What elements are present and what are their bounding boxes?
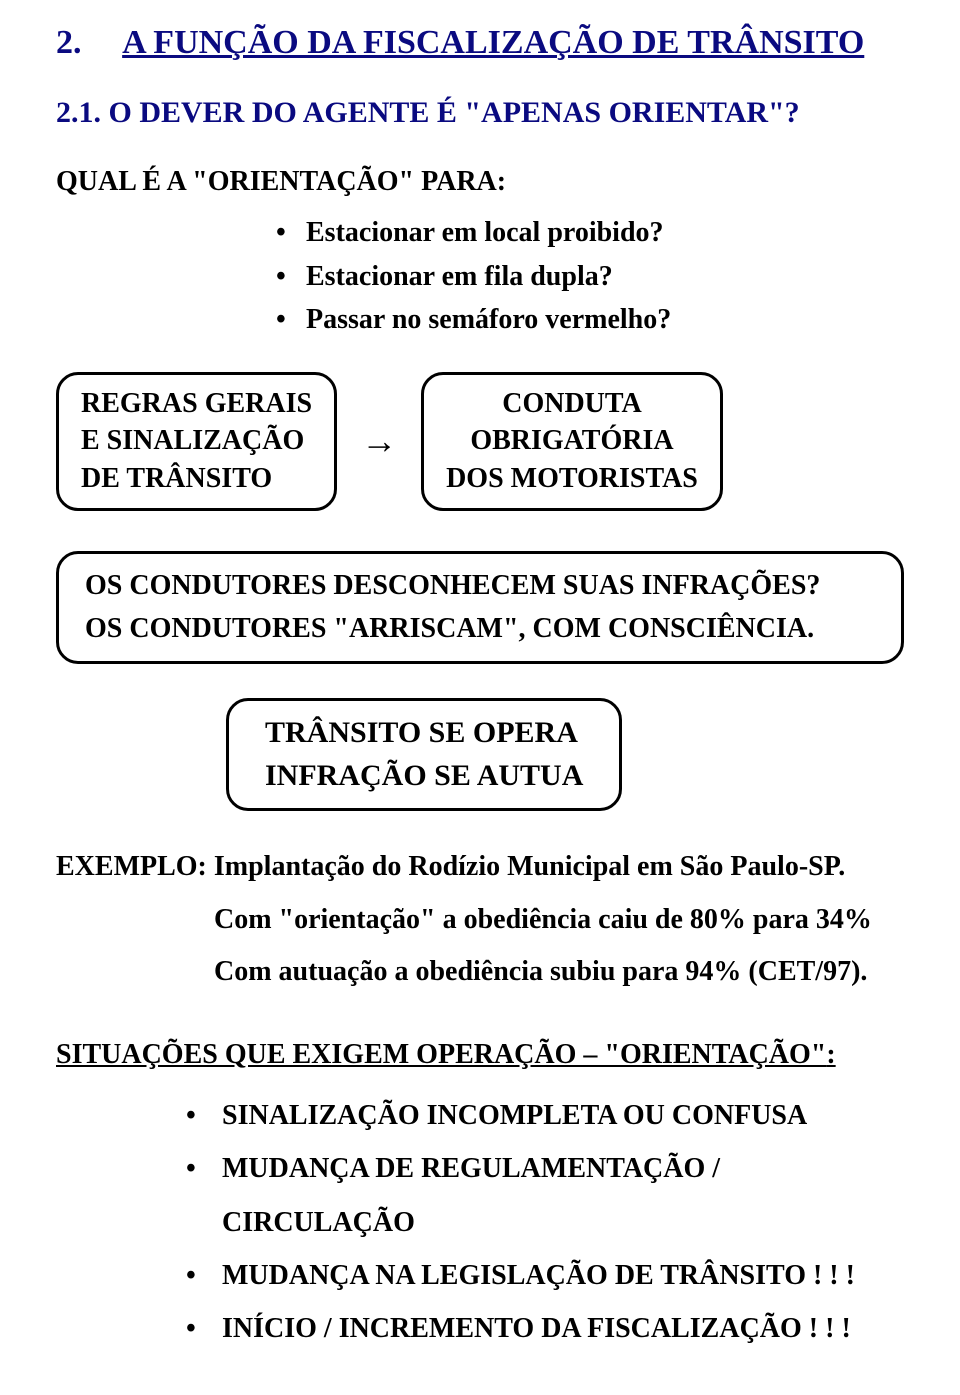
situations-heading: SITUAÇÕES QUE EXIGEM OPERAÇÃO – "ORIENTA…: [56, 1039, 904, 1071]
question-bullets: Estacionar em local proibido? Estacionar…: [56, 211, 904, 341]
arrow-icon: →: [361, 420, 397, 462]
section-number: 2.: [56, 24, 82, 61]
situations-heading-text: SITUAÇÕES QUE EXIGEM OPERAÇÃO – "ORIENTA…: [56, 1039, 826, 1070]
situations-heading-tail: :: [826, 1039, 835, 1070]
list-item: INÍCIO / INCREMENTO DA FISCALIZAÇÃO ! ! …: [186, 1302, 904, 1355]
example-line: Com autuação a obediência subiu para 94%…: [56, 950, 904, 995]
situations-bullets: SINALIZAÇÃO INCOMPLETA OU CONFUSA MUDANÇ…: [56, 1089, 904, 1355]
list-item: MUDANÇA DE REGULAMENTAÇÃO / CIRCULAÇÃO: [186, 1142, 904, 1248]
example-line: EXEMPLO: Implantação do Rodízio Municipa…: [56, 845, 904, 890]
mid-box-line: TRÂNSITO SE OPERA: [265, 711, 583, 755]
wide-box-line: OS CONDUTORES "ARRISCAM", COM CONSCIÊNCI…: [85, 607, 875, 650]
subsection-heading: 2.1. O DEVER DO AGENTE É "APENAS ORIENTA…: [56, 96, 904, 130]
section-title: A FUNÇÃO DA FISCALIZAÇÃO DE TRÂNSITO: [122, 24, 864, 61]
wide-box: OS CONDUTORES DESCONHECEM SUAS INFRAÇÕES…: [56, 551, 904, 664]
flow-row: REGRAS GERAISE SINALIZAÇÃODE TRÂNSITO → …: [56, 372, 904, 511]
example-line: Com "orientação" a obediência caiu de 80…: [56, 898, 904, 943]
list-item: Estacionar em fila dupla?: [276, 255, 904, 298]
box-left: REGRAS GERAISE SINALIZAÇÃODE TRÂNSITO: [56, 372, 337, 511]
list-item: SINALIZAÇÃO INCOMPLETA OU CONFUSA: [186, 1089, 904, 1142]
list-item: Passar no semáforo vermelho?: [276, 298, 904, 341]
mid-box: TRÂNSITO SE OPERA INFRAÇÃO SE AUTUA: [226, 698, 622, 811]
list-item: Estacionar em local proibido?: [276, 211, 904, 254]
wide-box-line: OS CONDUTORES DESCONHECEM SUAS INFRAÇÕES…: [85, 564, 875, 607]
section-heading: 2. A FUNÇÃO DA FISCALIZAÇÃO DE TRÂNSITO: [56, 24, 904, 62]
mid-box-wrap: TRÂNSITO SE OPERA INFRAÇÃO SE AUTUA: [56, 698, 904, 811]
list-item: MUDANÇA NA LEGISLAÇÃO DE TRÂNSITO ! ! !: [186, 1249, 904, 1302]
question-lead: QUAL É A "ORIENTAÇÃO" PARA:: [56, 160, 904, 203]
mid-box-line: INFRAÇÃO SE AUTUA: [265, 754, 583, 798]
box-right: CONDUTAOBRIGATÓRIADOS MOTORISTAS: [421, 372, 723, 511]
